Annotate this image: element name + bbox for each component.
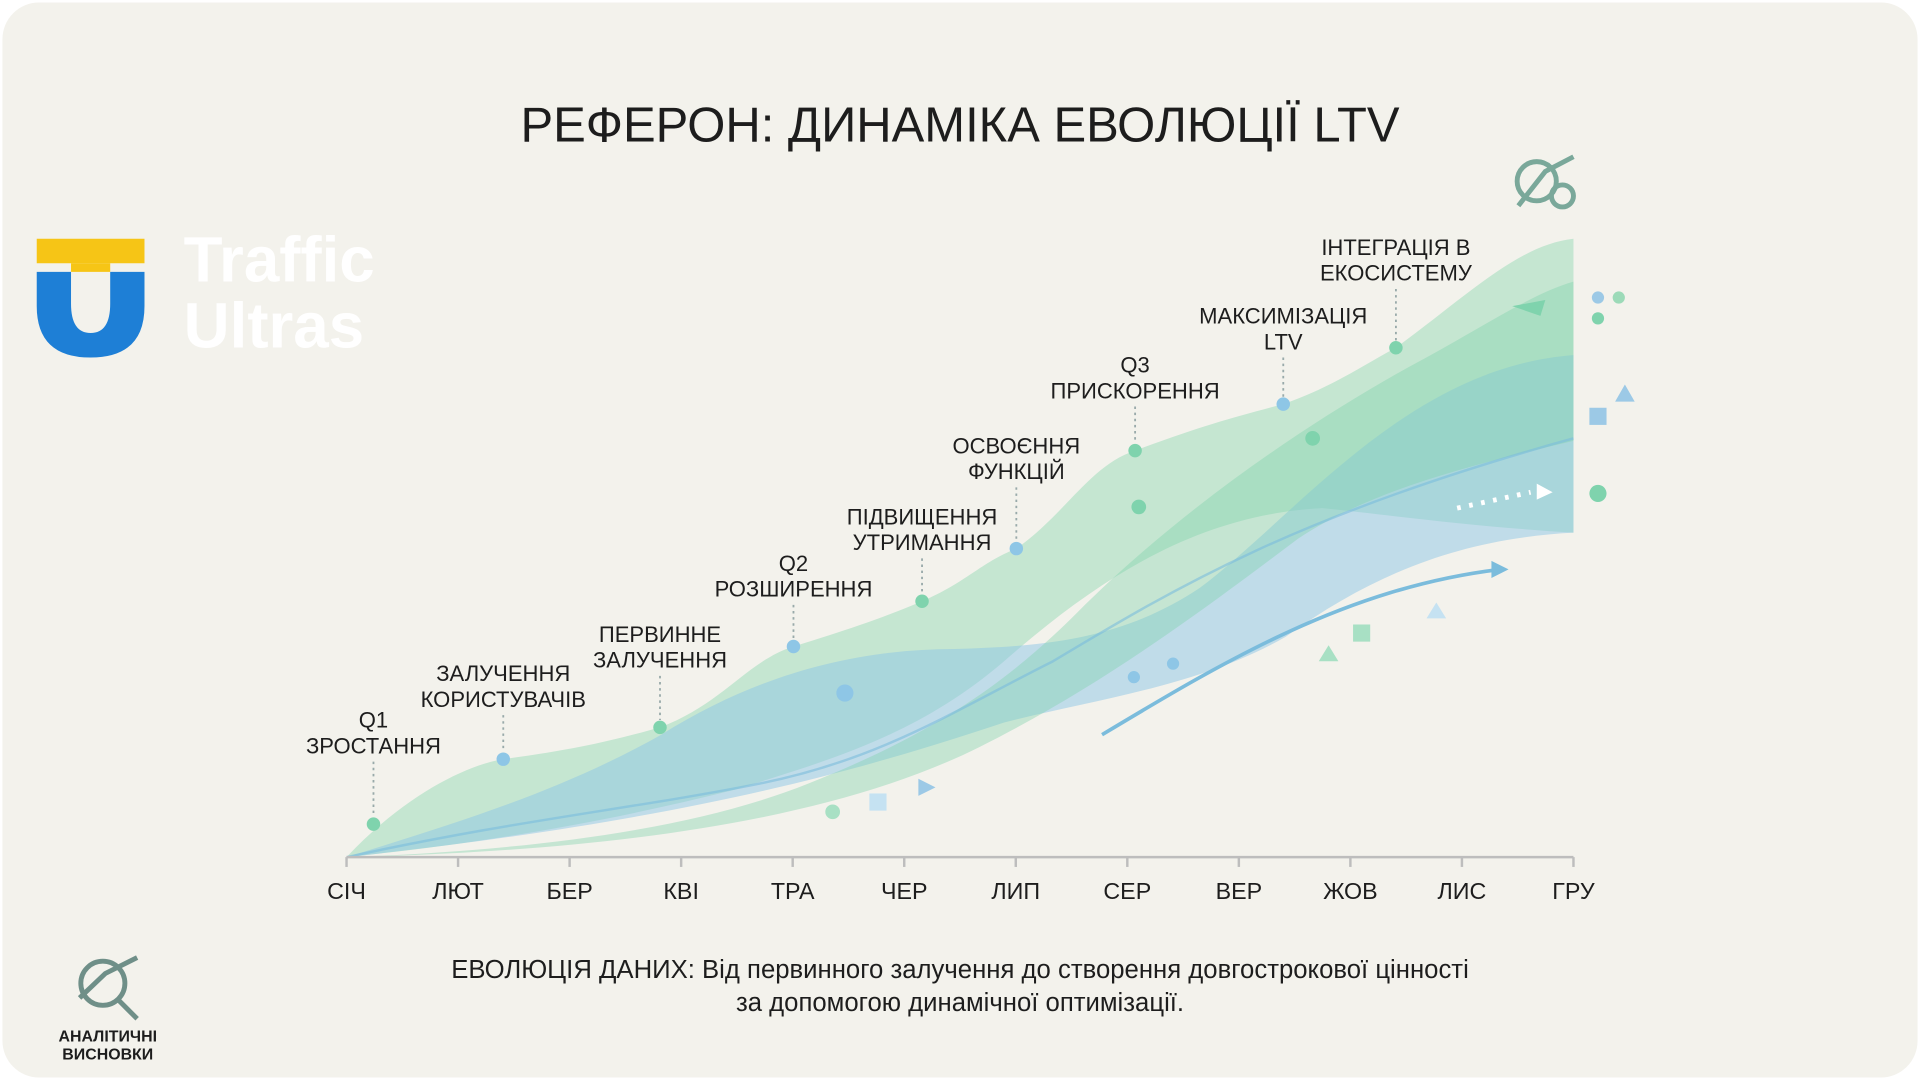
x-tick-label: БЕР bbox=[546, 878, 592, 904]
x-tick-label: ЛИС bbox=[1438, 878, 1487, 904]
annotation-label: ЗРОСТАННЯ bbox=[306, 733, 441, 758]
annotation-label: LTV bbox=[1264, 329, 1303, 354]
annotation-label: ПЕРВИННЕ bbox=[599, 622, 721, 647]
x-tick-label: ЛИП bbox=[991, 878, 1040, 904]
caption: ЕВОЛЮЦІЯ ДАНИХ: Від первинного залучення… bbox=[451, 956, 1469, 984]
annotation-dot bbox=[915, 594, 929, 608]
annotation-label: ЗАЛУЧЕННЯ bbox=[593, 648, 727, 673]
annotation-label: ІНТЕГРАЦІЯ В bbox=[1321, 235, 1470, 260]
annotation-label: ПІДВИЩЕННЯ bbox=[847, 504, 998, 529]
x-tick-label: ЧЕР bbox=[881, 878, 928, 904]
x-tick-label: СЕР bbox=[1103, 878, 1151, 904]
annotation-dot bbox=[1389, 341, 1403, 355]
logo-text: Traffic bbox=[184, 224, 375, 295]
x-tick-label: ЛЮТ bbox=[432, 878, 484, 904]
annotation-dot bbox=[653, 720, 667, 735]
annotation-label: Q2 bbox=[779, 551, 808, 576]
annotation-label: ЕКОСИСТЕМУ bbox=[1320, 261, 1473, 286]
annotation-label: Q3 bbox=[1120, 353, 1149, 378]
x-tick-label: КВІ bbox=[663, 878, 699, 904]
annotation-label: РОЗШИРЕННЯ bbox=[715, 577, 873, 602]
annotation-label: ПРИСКОРЕННЯ bbox=[1051, 378, 1220, 403]
streams bbox=[346, 238, 1635, 859]
chart-title: РЕФЕРОН: ДИНАМІКА ЕВОЛЮЦІЇ LTV bbox=[520, 99, 1399, 153]
annotation-label: ЗАЛУЧЕННЯ bbox=[436, 661, 570, 686]
badge-text: ВИСНОВКИ bbox=[62, 1047, 153, 1064]
gear-icon bbox=[1514, 154, 1576, 210]
annotation-dot bbox=[1276, 397, 1290, 411]
annotation-label: ОСВОЄННЯ bbox=[952, 433, 1080, 458]
caption: за допомогою динамічної оптимізації. bbox=[736, 989, 1184, 1017]
annotation-label: УТРИМАННЯ bbox=[853, 530, 992, 555]
annotation-dot bbox=[1009, 541, 1024, 556]
x-tick-label: ГРУ bbox=[1552, 878, 1595, 904]
annotation-label: КОРИСТУВАЧІВ bbox=[421, 687, 586, 712]
annotation-label: Q1 bbox=[359, 708, 388, 733]
badge-icon bbox=[77, 955, 139, 1021]
logo-text: Ultras bbox=[184, 290, 364, 361]
annotation-dot bbox=[1128, 443, 1142, 458]
annotation-label: ФУНКЦІЙ bbox=[968, 459, 1065, 484]
badge-text: АНАЛІТИЧНІ bbox=[59, 1028, 157, 1045]
x-tick-label: ЖОВ bbox=[1323, 878, 1378, 904]
logo: Traffic Ultras bbox=[36, 224, 375, 361]
x-tick-label: ТРА bbox=[771, 878, 815, 904]
x-tick-label: СІЧ bbox=[327, 878, 366, 904]
annotation-dot bbox=[366, 817, 381, 831]
annotation-dot bbox=[496, 752, 510, 766]
annotation-label: МАКСИМІЗАЦІЯ bbox=[1199, 304, 1367, 329]
x-tick-label: ВЕР bbox=[1216, 878, 1263, 904]
annotation-dot bbox=[786, 639, 801, 654]
